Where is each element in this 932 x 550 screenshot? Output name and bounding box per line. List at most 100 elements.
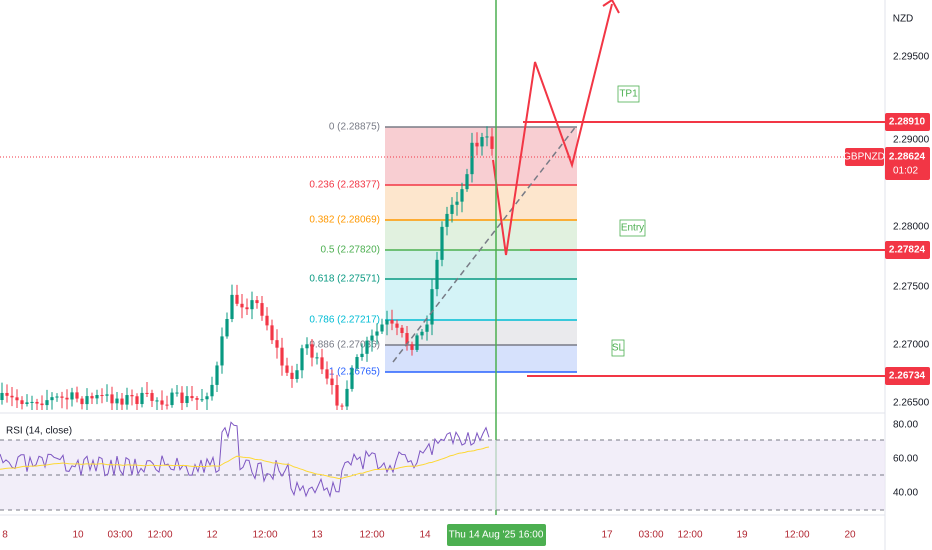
candle-body — [320, 357, 324, 370]
candle-body — [265, 315, 269, 326]
currency-label[interactable]: NZD — [893, 14, 914, 25]
rsi-pane: RSI (14, close) 80.00 60.00 40.00 — [0, 420, 918, 511]
candle-body — [440, 226, 444, 260]
annotation: Entry — [621, 223, 644, 234]
candle-body — [305, 344, 309, 349]
candle-body — [350, 368, 354, 389]
fib-band — [385, 320, 577, 345]
candle-body — [385, 320, 389, 325]
candle-body — [115, 398, 119, 404]
candle-body — [390, 320, 394, 324]
candle-body — [295, 370, 299, 379]
fib-label: 0.382 (2.28069) — [309, 215, 380, 226]
candle-body — [455, 201, 459, 205]
candle-body — [110, 394, 114, 404]
candle-body — [365, 340, 369, 354]
candle-body — [210, 384, 214, 397]
candles — [0, 126, 494, 410]
countdown: 01:02 — [893, 166, 918, 177]
candle-body — [200, 399, 204, 401]
price-tick-label: 2.27000 — [893, 340, 930, 351]
candle-body — [50, 397, 54, 401]
annotation-box — [611, 339, 625, 357]
time-tick-label: 19 — [736, 530, 748, 541]
candle-body — [480, 137, 484, 147]
candle-body — [330, 378, 334, 386]
candle-body — [15, 397, 19, 401]
candle-body — [170, 392, 174, 406]
candle-body — [180, 392, 184, 404]
candle-body — [100, 395, 104, 397]
candle-body — [225, 318, 229, 337]
fib-label: 0.886 (2.27036) — [309, 340, 380, 351]
time-tick-label: 12:00 — [359, 530, 384, 541]
rsi-title: RSI (14, close) — [6, 426, 72, 437]
drawings: 2.28910 2.27824 2.26734 GBPNZD 2.28624 01:02 T… — [0, 0, 930, 515]
candle-body — [475, 142, 479, 147]
candle-body — [465, 174, 469, 190]
candle-body — [360, 353, 364, 358]
candle-body — [395, 323, 399, 328]
candle-body — [190, 396, 194, 399]
candle-body — [40, 403, 44, 406]
candle-body — [285, 365, 289, 373]
price-tick-label: 2.29000 — [893, 135, 930, 146]
fib-label: 0.5 (2.27820) — [321, 245, 381, 256]
candle-body — [290, 372, 294, 379]
candle-body — [175, 392, 179, 394]
candle-body — [380, 324, 384, 332]
cursor-time: Thu 14 Aug '25 16:00 — [449, 530, 544, 541]
candle-body — [415, 335, 419, 350]
projection-arrow — [602, 0, 620, 14]
candle-body — [135, 396, 139, 405]
candle-body — [95, 395, 99, 399]
candle-body — [435, 259, 439, 290]
candle-body — [105, 394, 109, 396]
candle-body — [75, 392, 79, 399]
fib-band — [385, 127, 577, 185]
time-tick-label: 12:00 — [147, 530, 172, 541]
candle-body — [205, 396, 209, 400]
candle-body — [65, 397, 69, 400]
candle-body — [230, 294, 234, 319]
candle-body — [20, 400, 24, 404]
candle-body — [445, 213, 449, 227]
candle-body — [345, 388, 349, 407]
rsi-tick-label: 60.00 — [893, 454, 918, 465]
candle-body — [450, 204, 454, 214]
candle-body — [260, 303, 264, 316]
candle-body — [275, 340, 279, 348]
price-tick-label: 2.27500 — [893, 282, 930, 293]
time-tick-label: 20 — [844, 530, 856, 541]
candle-body — [45, 400, 49, 406]
candle-body — [400, 327, 404, 334]
candle-body — [145, 392, 149, 394]
symbol-tag-bg — [845, 148, 884, 166]
candle-body — [35, 401, 39, 404]
time-tick-label: 13 — [311, 530, 323, 541]
price-tag: 2.27824 — [889, 245, 926, 256]
candle-body — [60, 396, 64, 398]
price-tag-bg — [885, 367, 930, 385]
candle-body — [485, 136, 489, 138]
fib-band — [385, 220, 577, 250]
time-tick-label: 12 — [206, 530, 218, 541]
candle-body — [375, 331, 379, 336]
annotation-box — [619, 219, 646, 237]
time-tick-label: 03:00 — [638, 530, 663, 541]
annotation: SL — [612, 343, 625, 354]
candle-body — [240, 303, 244, 308]
candle-body — [335, 385, 339, 406]
candle-body — [140, 392, 144, 405]
candle-body — [155, 400, 159, 402]
price-tick-label: 2.29500 — [893, 52, 930, 63]
candle-body — [340, 405, 344, 407]
price-tag: 2.28910 — [889, 117, 926, 128]
axes: 2.29500 2.29000 2.28000 2.27500 2.27000 2.265… — [2, 52, 930, 546]
time-tick-label: 17 — [601, 530, 613, 541]
candle-body — [250, 300, 254, 310]
candle-body — [410, 344, 414, 350]
candle-body — [165, 404, 169, 406]
time-tick-label: 12:00 — [677, 530, 702, 541]
candle-body — [150, 393, 154, 401]
